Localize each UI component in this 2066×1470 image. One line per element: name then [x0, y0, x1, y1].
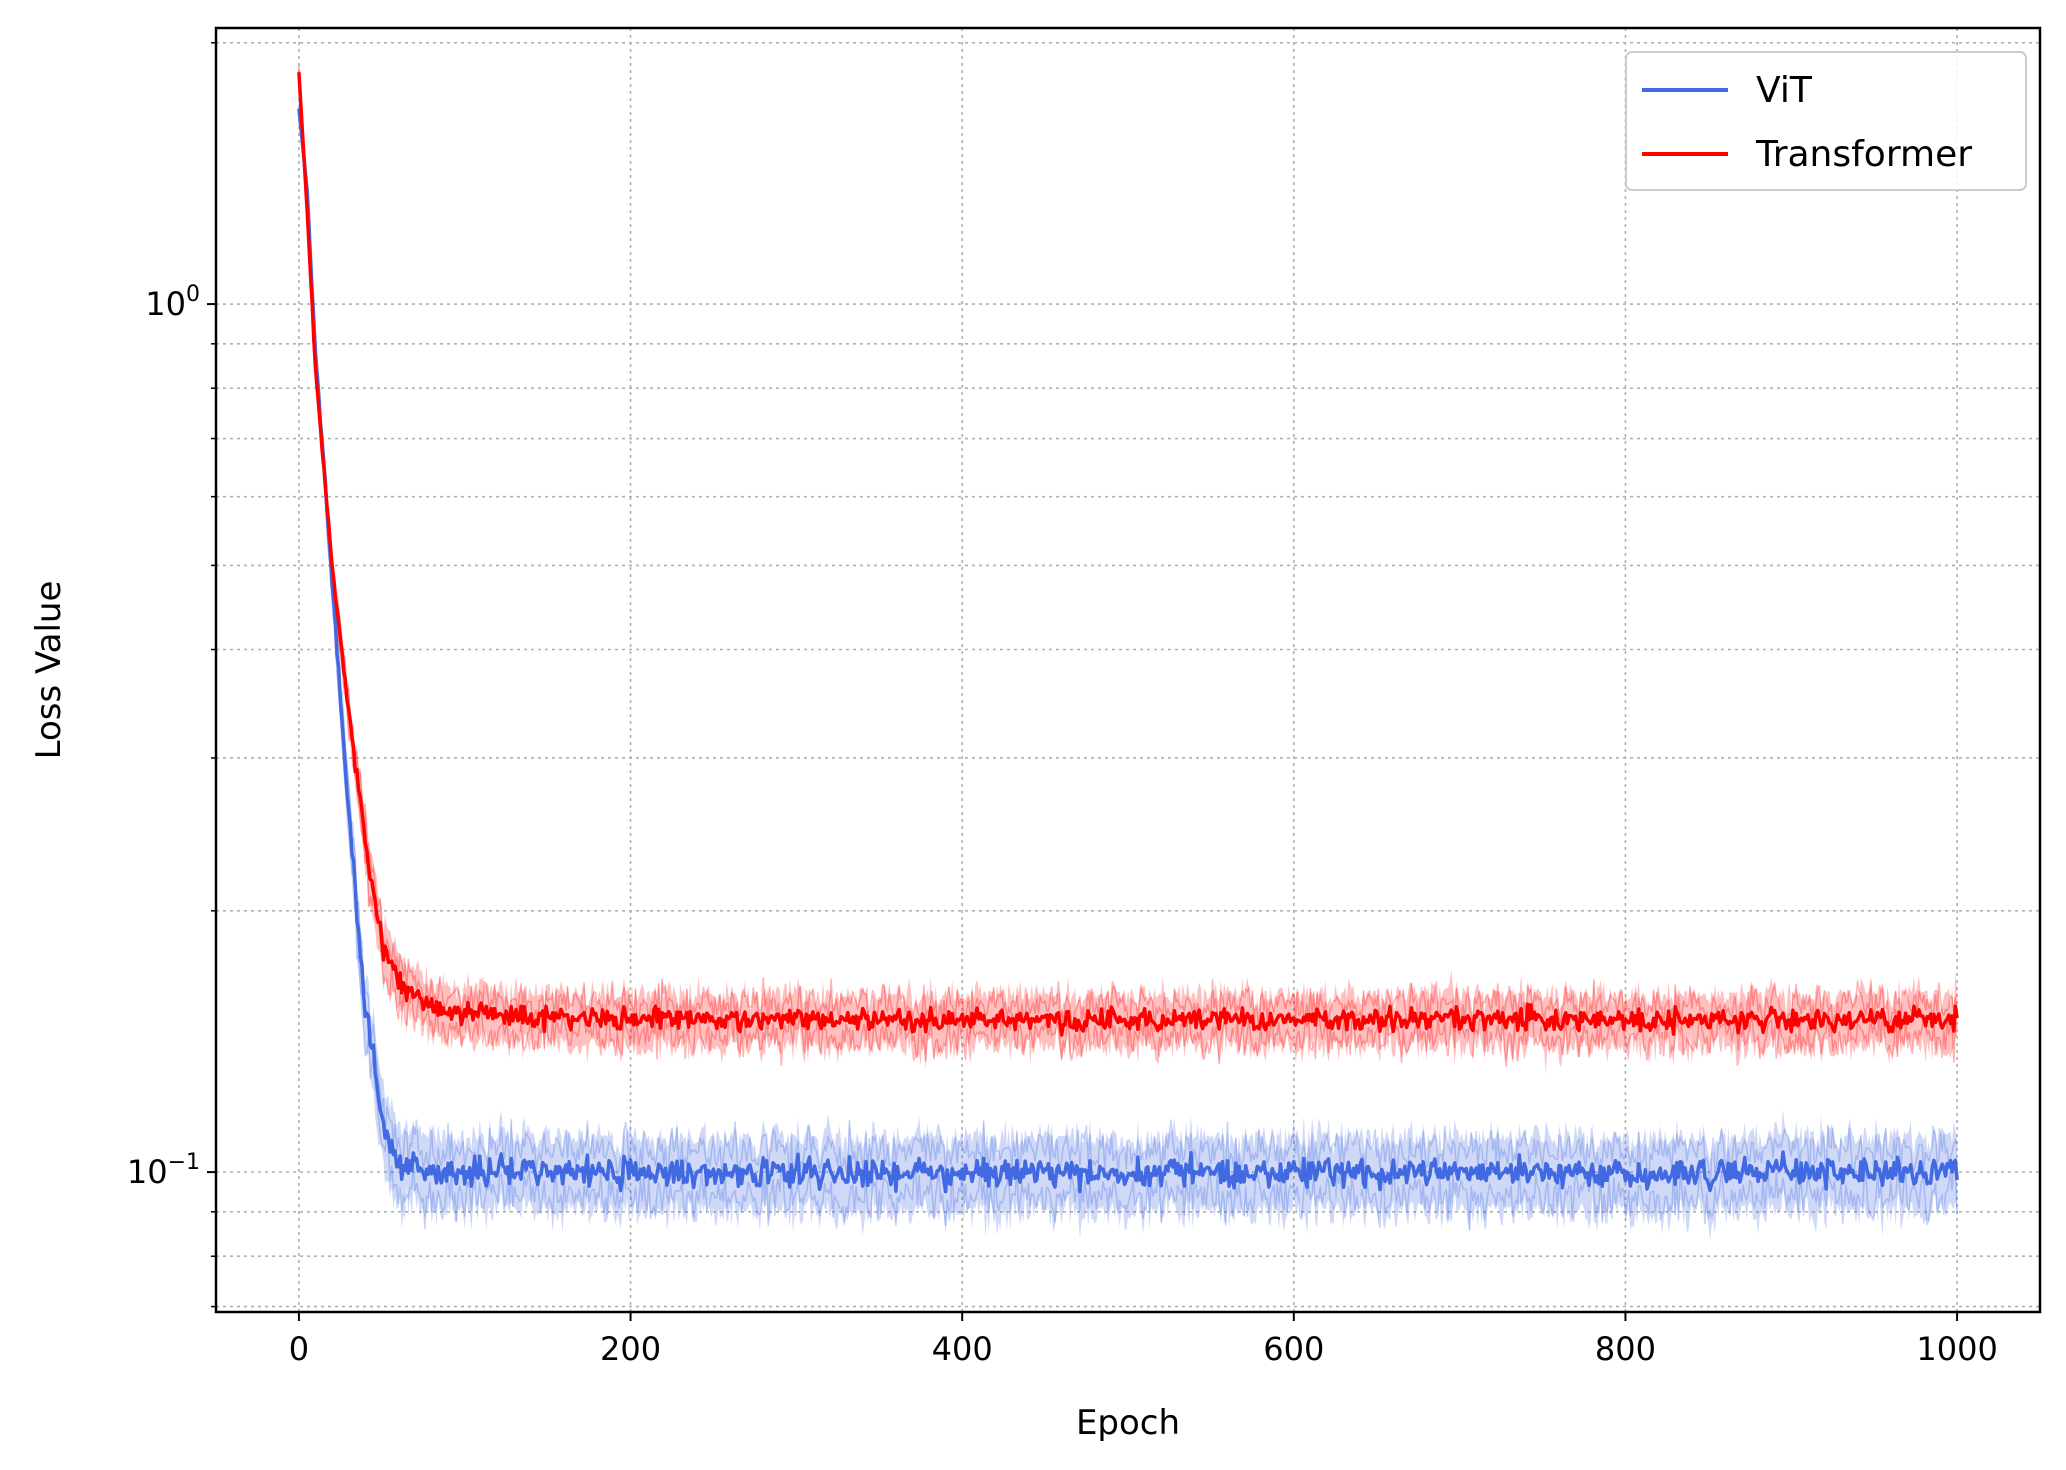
legend-label: Transformer — [1755, 134, 1972, 175]
y-axis-title: Loss Value — [29, 581, 69, 760]
series-lines — [297, 72, 1959, 1194]
series-band-edge — [298, 65, 1958, 1035]
x-axis-title: Epoch — [1076, 1403, 1180, 1443]
plot-frame — [214, 26, 2042, 1314]
legend-label: ViT — [1756, 70, 1813, 111]
x-tick-label: 400 — [932, 1330, 993, 1368]
series-band-edge — [298, 117, 1958, 1231]
y-tick-label: 10−1 — [127, 1150, 200, 1191]
series-band-edge — [298, 78, 1958, 1067]
confidence-bands — [298, 61, 1958, 1241]
y-tick-label: 100 — [145, 282, 200, 323]
y-tick-base: 10 — [127, 1153, 168, 1191]
x-tick-label: 1000 — [1916, 1330, 1997, 1368]
series-band-edge — [298, 99, 1958, 1189]
grid — [216, 28, 2040, 1312]
x-tick-label: 200 — [600, 1330, 661, 1368]
x-tick-label: 600 — [1263, 1330, 1324, 1368]
legend: ViT Transformer — [1625, 51, 2027, 191]
x-tick-label: 0 — [289, 1330, 309, 1368]
series-line — [297, 108, 1959, 1194]
y-tick-exponent: −1 — [168, 1150, 200, 1175]
series-line — [297, 72, 1959, 1037]
x-tick-label: 800 — [1595, 1330, 1656, 1368]
y-tick-base: 10 — [145, 285, 186, 323]
y-tick-exponent: 0 — [186, 282, 200, 307]
